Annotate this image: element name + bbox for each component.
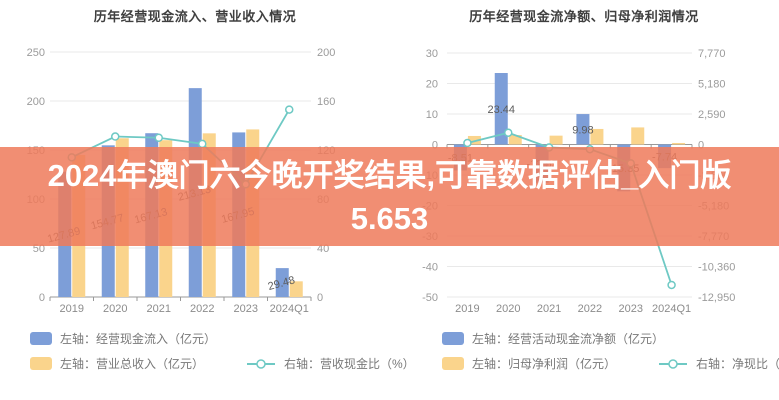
left-axis-tick-label: 0 (39, 292, 45, 304)
legend-row: 左轴：经营现金流入（亿元） (30, 330, 415, 347)
legend-label: 右轴：营收现金比（%） (284, 357, 415, 371)
chart-left-title: 历年经营现金流入、营业收入情况 (93, 9, 297, 24)
x-category-label: 2024Q1 (652, 303, 691, 315)
right-axis-tick-label: 0 (317, 292, 323, 304)
x-category-label: 2024Q1 (270, 303, 309, 315)
x-category-label: 2022 (190, 303, 214, 315)
chart-right-legend: 左轴：经营活动现金流净额（亿元） 左轴：归母净利润（亿元） 右轴：净现比（%） (442, 330, 779, 372)
x-category-label: 2020 (103, 303, 127, 315)
line-point-marker (504, 128, 513, 137)
right-axis-tick-label: 7,770 (698, 48, 726, 60)
bar-value-label: 9.98 (572, 124, 593, 136)
legend-row: 左轴：营业总收入（亿元） 右轴：营收现金比（%） (30, 355, 415, 372)
left-axis-tick-label: 200 (27, 96, 45, 108)
line-point-marker (667, 280, 676, 290)
bar (631, 127, 645, 145)
bar (467, 135, 481, 145)
legend-item-net-profit[interactable]: 左轴：归母净利润（亿元） (442, 355, 616, 372)
x-category-label: 2022 (578, 303, 602, 315)
blue-bar-swatch-icon (30, 332, 52, 345)
banner-text-line2: 5.653 (350, 200, 429, 236)
x-axis (49, 296, 312, 301)
right-axis-tick-label: 5,180 (698, 79, 726, 91)
legend-label: 右轴：净现比（%） (696, 357, 779, 371)
left-axis-tick-label: -40 (422, 262, 438, 274)
chart-right-title: 历年经营现金流净额、归母净利润情况 (469, 9, 699, 24)
left-axis-tick-label: 30 (426, 48, 438, 60)
left-axis-tick-label: 250 (27, 47, 45, 59)
legend-item-revenue-cash-ratio[interactable]: 右轴：营收现金比（%） (246, 355, 415, 372)
banner-text-line1: 2024年澳门六今晚开奖结果,可靠数据评估_入门版 (47, 157, 732, 193)
legend-row: 左轴：归母净利润（亿元） 右轴：净现比（%） (442, 355, 779, 372)
left-axis-tick-label: 0 (432, 140, 438, 152)
right-axis-tick-label: 160 (317, 96, 335, 108)
bar-value-label: 23.44 (487, 104, 515, 116)
line-marker-legend-icon (247, 358, 276, 369)
x-category-label: 2020 (496, 303, 520, 315)
x-category-label: 2023 (234, 303, 258, 315)
right-axis-tick-label: 200 (317, 47, 335, 59)
legend-label: 左轴：归母净利润（亿元） (472, 357, 617, 371)
right-axis-tick-label: -10,360 (698, 262, 735, 274)
line-point-marker (285, 105, 294, 114)
legend-label: 左轴：经营现金流入（亿元） (60, 332, 217, 346)
legend-label: 左轴：经营活动现金流净额（亿元） (472, 332, 665, 346)
x-category-label: 2019 (60, 303, 84, 315)
line-marker-legend-icon (659, 358, 688, 369)
right-axis-tick-label: 0 (698, 140, 704, 152)
line-point-marker (154, 133, 163, 142)
left-axis-tick-label: -50 (422, 292, 438, 304)
yellow-bar-swatch-icon (442, 357, 464, 370)
bar (549, 135, 563, 145)
left-axis-tick-label: 20 (426, 79, 438, 91)
left-axis-tick-label: 10 (426, 109, 438, 121)
bar (494, 73, 508, 145)
legend-item-cash-inflow[interactable]: 左轴：经营现金流入（亿元） (30, 330, 216, 347)
x-category-label: 2021 (537, 303, 561, 315)
bar (576, 114, 590, 145)
legend-item-net-cash-ratio[interactable]: 右轴：净现比（%） (658, 355, 779, 372)
chart-left-legend: 左轴：经营现金流入（亿元） 左轴：营业总收入（亿元） 右轴：营收现金比（%） (30, 330, 415, 372)
x-category-label: 2019 (455, 303, 479, 315)
bar-series-1 (467, 127, 686, 145)
bar (289, 281, 303, 297)
bar (672, 142, 686, 145)
right-axis-tick-label: -12,950 (698, 292, 735, 304)
blue-bar-swatch-icon (442, 332, 464, 345)
right-axis-tick-label: 40 (317, 243, 329, 255)
legend-row: 左轴：经营活动现金流净额（亿元） (442, 330, 779, 347)
legend-label: 左轴：营业总收入（亿元） (60, 357, 205, 371)
overlay-ad-banner: 2024年澳门六今晚开奖结果,可靠数据评估_入门版 5.653 (0, 147, 779, 246)
bar (275, 268, 289, 297)
line-point-marker (111, 132, 120, 141)
x-category-label: 2023 (619, 303, 643, 315)
bar (590, 128, 604, 145)
line-point-marker (463, 138, 472, 148)
legend-item-total-revenue[interactable]: 左轴：营业总收入（亿元） (30, 355, 204, 372)
left-axis-tick-label: 50 (33, 243, 45, 255)
bar (508, 135, 522, 145)
x-category-label: 2021 (147, 303, 171, 315)
yellow-bar-swatch-icon (30, 357, 52, 370)
legend-item-net-operating-cashflow[interactable]: 左轴：经营活动现金流净额（亿元） (442, 330, 664, 347)
right-axis-tick-label: 2,590 (698, 109, 726, 121)
